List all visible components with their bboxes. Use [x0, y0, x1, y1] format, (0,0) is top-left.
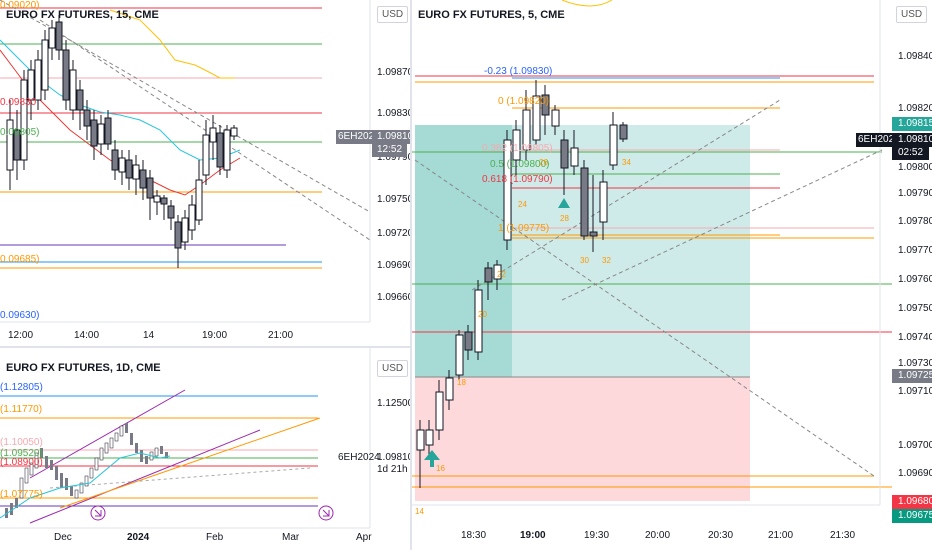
chart-panel-15m[interactable]: EURO FX FUTURES, 15, CME USD 0.09020) 0.… — [0, 0, 410, 346]
bar-count: 16 — [436, 464, 445, 473]
candles-15m — [6, 15, 238, 268]
last-price-tag-5m: 1.09810 — [892, 133, 932, 147]
price-label: 1.09750 — [898, 303, 932, 314]
price-label: 1.09800 — [898, 162, 932, 173]
level-label: 0.09805) — [0, 127, 40, 138]
target-price-tag: 1.09725 — [892, 369, 932, 383]
price-label: 1.09790 — [898, 188, 932, 199]
level-label: (1.11770) — [0, 404, 43, 415]
symbol-tag-5m: 6EH2024 — [856, 133, 902, 147]
time-label: Dec — [54, 532, 72, 543]
level-label: 0.09685) — [0, 254, 40, 265]
bar-count: 14 — [415, 507, 424, 516]
price-label: 1.09830 — [377, 108, 410, 119]
stop-price-tag-2: 1.09675 — [892, 509, 932, 523]
stop-price-tag: 1.09680 — [892, 495, 932, 509]
countdown-1d: 1d 21h — [377, 464, 408, 475]
symbol-tag-15m: 6EH2024 — [336, 130, 382, 144]
chart-title-5m: EURO FX FUTURES, 5, CME — [418, 9, 565, 21]
price-label: 1.09870 — [377, 67, 410, 78]
time-label: 14:00 — [74, 330, 100, 341]
fib-label: 0.5 (1.09800) — [490, 159, 550, 170]
currency-button-5m[interactable]: USD — [896, 6, 928, 23]
time-label: 14 — [143, 330, 155, 341]
candles-1d — [5, 423, 168, 518]
bar-count: 26 — [539, 158, 548, 167]
level-label: 0.09020) — [0, 0, 40, 11]
chart-canvas-15m[interactable] — [0, 0, 410, 346]
upper-price-tag: 1.09815 — [892, 117, 932, 131]
fib-label: -0.23 (1.09830) — [484, 66, 553, 77]
bar-count: 32 — [602, 256, 611, 265]
symbol-tag-1d: 6EH2024 — [338, 452, 380, 463]
bar-count: 34 — [622, 158, 631, 167]
time-label: 21:00 — [768, 530, 794, 541]
price-label: 1.09820 — [898, 103, 932, 114]
countdown-tag-5m: 02:52 — [892, 146, 930, 160]
price-label: 1.09730 — [898, 358, 932, 369]
level-label: (1.09520) — [0, 448, 43, 459]
chart-panel-5m[interactable]: EURO FX FUTURES, 5, CME USD -0.23 (1.098… — [412, 0, 932, 550]
level-label: (1.07775) — [0, 489, 43, 500]
price-label: 1.12500 — [377, 398, 410, 409]
signal-arrow-icon — [558, 198, 570, 208]
time-label: Mar — [282, 532, 300, 543]
time-label: Feb — [206, 532, 224, 543]
currency-button-15m[interactable]: USD — [377, 6, 409, 23]
fib-label: 0.618 (1.09790) — [482, 174, 553, 185]
last-price-tag-15m: 1.09810 — [372, 130, 410, 144]
price-label: 1.09780 — [898, 216, 932, 227]
level-label: 0.09630) — [0, 310, 40, 321]
level-label: (1.10050) — [0, 437, 43, 448]
countdown-tag-15m: 12:52 — [372, 143, 408, 157]
price-label: 1.09720 — [377, 228, 410, 239]
price-label: 1.09810 — [377, 452, 410, 463]
bar-count: 22 — [497, 270, 506, 279]
level-label: 0.09830 — [0, 97, 37, 108]
time-label: Apr — [356, 532, 372, 543]
panel-divider-horizontal[interactable] — [0, 346, 410, 348]
candles-5m — [416, 80, 628, 488]
level-label: (1.12805) — [0, 382, 43, 393]
time-label: 12:00 — [8, 330, 34, 341]
currency-button-1d[interactable]: USD — [377, 360, 409, 377]
time-label: 20:00 — [645, 530, 671, 541]
chart-title-15m: EURO FX FUTURES, 15, CME — [6, 9, 159, 21]
bar-count: 28 — [560, 214, 569, 223]
chart-panel-1d[interactable]: EURO FX FUTURES, 1D, CME USD (1.12805) (… — [0, 348, 410, 550]
time-label: 19:00 — [520, 530, 546, 541]
fib-label: 0.382 (1.09805) — [482, 143, 553, 154]
price-label: 1.09740 — [898, 332, 932, 343]
time-label: 18:30 — [461, 530, 487, 541]
fib-label: 1 (1.09775) — [498, 223, 550, 234]
level-label: (1.08900) — [0, 457, 43, 468]
chart-canvas-5m[interactable] — [412, 0, 932, 550]
price-label: 1.09790 — [377, 152, 410, 163]
time-label: 19:30 — [584, 530, 610, 541]
time-label: 19:00 — [202, 330, 228, 341]
bar-count: 20 — [478, 310, 487, 319]
price-label: 1.09770 — [898, 245, 932, 256]
time-label: 21:00 — [268, 330, 294, 341]
time-label: 21:30 — [830, 530, 856, 541]
price-label: 1.09690 — [377, 260, 410, 271]
bar-count: 24 — [518, 200, 527, 209]
buy-arrow-icon — [424, 450, 440, 460]
chart-canvas-1d[interactable] — [0, 348, 410, 550]
price-label: 1.09700 — [898, 440, 932, 451]
price-label: 1.09690 — [898, 468, 932, 479]
price-label: 1.09760 — [898, 274, 932, 285]
panel-divider-vertical[interactable] — [410, 0, 412, 550]
price-label: 1.09840 — [898, 51, 932, 62]
chart-title-1d: EURO FX FUTURES, 1D, CME — [6, 362, 161, 374]
time-label: 2024 — [127, 532, 150, 543]
fib-label: 0 (1.09820) — [498, 96, 550, 107]
price-label: 1.09710 — [898, 386, 932, 397]
time-label: 20:30 — [708, 530, 734, 541]
loss-zone — [415, 377, 750, 501]
price-label: 1.09660 — [377, 292, 410, 303]
bar-count: 18 — [457, 378, 466, 387]
price-label: 1.09750 — [377, 194, 410, 205]
bar-count: 30 — [580, 256, 589, 265]
